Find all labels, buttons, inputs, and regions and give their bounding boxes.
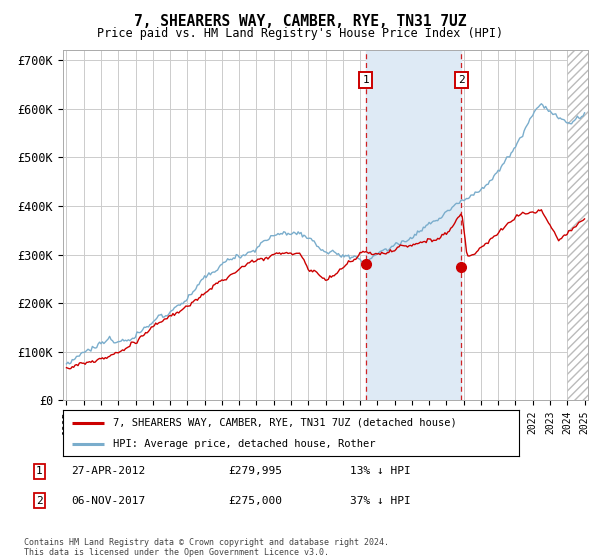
Text: 7, SHEARERS WAY, CAMBER, RYE, TN31 7UZ: 7, SHEARERS WAY, CAMBER, RYE, TN31 7UZ — [134, 14, 466, 29]
Text: 37% ↓ HPI: 37% ↓ HPI — [350, 496, 410, 506]
Text: Contains HM Land Registry data © Crown copyright and database right 2024.
This d: Contains HM Land Registry data © Crown c… — [24, 538, 389, 557]
Text: HPI: Average price, detached house, Rother: HPI: Average price, detached house, Roth… — [113, 439, 376, 449]
Text: 13% ↓ HPI: 13% ↓ HPI — [350, 466, 410, 477]
Text: 27-APR-2012: 27-APR-2012 — [71, 466, 145, 477]
Text: 7, SHEARERS WAY, CAMBER, RYE, TN31 7UZ (detached house): 7, SHEARERS WAY, CAMBER, RYE, TN31 7UZ (… — [113, 418, 457, 428]
Text: 2: 2 — [36, 496, 43, 506]
Text: 06-NOV-2017: 06-NOV-2017 — [71, 496, 145, 506]
Text: £279,995: £279,995 — [228, 466, 282, 477]
Text: Price paid vs. HM Land Registry's House Price Index (HPI): Price paid vs. HM Land Registry's House … — [97, 27, 503, 40]
Text: £275,000: £275,000 — [228, 496, 282, 506]
Bar — [366, 50, 461, 400]
Text: 2: 2 — [458, 75, 464, 85]
Bar — [567, 50, 588, 400]
Text: 1: 1 — [36, 466, 43, 477]
Text: 1: 1 — [362, 75, 369, 85]
